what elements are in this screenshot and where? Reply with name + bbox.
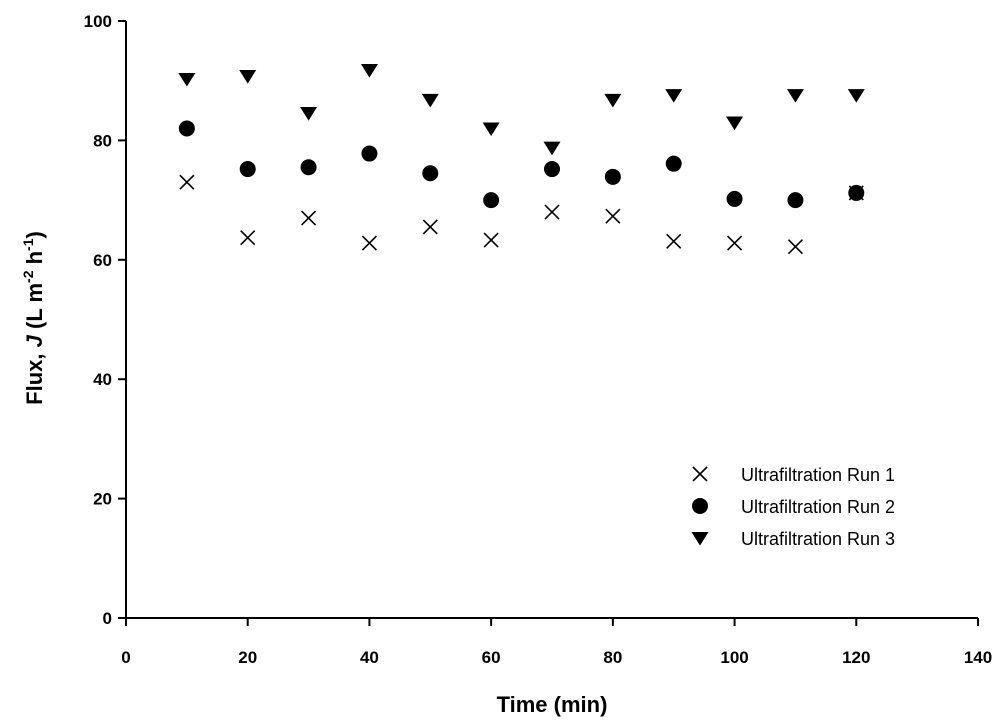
series-1: [179, 174, 864, 255]
y-tick-label: 0: [103, 609, 112, 628]
data-point: [847, 89, 865, 103]
data-point: [665, 89, 683, 103]
data-point: [727, 235, 743, 251]
data-point: [361, 235, 377, 251]
y-axis-title-prefix: Flux,: [22, 347, 47, 404]
marker-stroke: [179, 174, 195, 190]
y-axis-title-exp-1: -2: [20, 270, 36, 283]
marker-stroke: [544, 204, 560, 220]
y-tick-label: 100: [84, 12, 112, 31]
x-tick-label: 60: [482, 648, 501, 667]
x-tick-label: 100: [720, 648, 748, 667]
y-axis-title-exp-2: -1: [20, 238, 36, 251]
data-point: [483, 232, 499, 248]
data-point: [301, 210, 317, 226]
marker-stroke: [666, 233, 682, 249]
x-tick-label: 40: [360, 648, 379, 667]
x-tick-label: 0: [121, 648, 130, 667]
data-point: [300, 106, 318, 121]
series-3: [178, 64, 865, 156]
y-tick-label: 80: [93, 131, 112, 150]
tick-labels: 0 20 40 60 80 100 0 20 40 60 80 100 120 140: [84, 12, 993, 667]
data-point: [665, 155, 682, 172]
data-point: [178, 72, 196, 87]
x-axis-title: Time (min): [497, 692, 608, 717]
legend-entry-2: Ultrafiltration Run 2: [692, 497, 895, 517]
data-point: [239, 69, 257, 84]
data-point: [787, 192, 804, 209]
data-point: [604, 93, 622, 108]
legend-marker: [692, 466, 708, 482]
data-point: [239, 161, 256, 178]
marker-stroke: [422, 219, 438, 235]
data-point: [482, 122, 500, 137]
data-point: [604, 168, 621, 185]
y-tick-label: 20: [93, 490, 112, 509]
marker-stroke: [361, 235, 377, 251]
y-axis-title: Flux, J (L m-2 h-1): [20, 231, 47, 405]
legend-marker: [691, 532, 709, 546]
legend-marker: [692, 498, 708, 514]
data-point: [787, 239, 803, 255]
x-tick-label: 120: [842, 648, 870, 667]
legend-entry-3: Ultrafiltration Run 3: [691, 529, 895, 549]
data-point: [726, 190, 743, 207]
data-point: [666, 233, 682, 249]
y-axis-title-symbol: J: [22, 334, 47, 347]
marker-stroke: [240, 230, 256, 246]
legend-entry-1: Ultrafiltration Run 1: [692, 465, 895, 485]
x-tick-label: 20: [238, 648, 257, 667]
data-point: [178, 120, 195, 137]
data-point: [421, 93, 439, 108]
marker-stroke: [301, 210, 317, 226]
data-point: [726, 116, 744, 131]
data-point: [422, 219, 438, 235]
y-axis-title-units-open: (L m: [22, 283, 47, 335]
data-point: [544, 161, 560, 178]
legend: Ultrafiltration Run 1 Ultrafiltration Run…: [691, 465, 895, 549]
data-point: [544, 204, 560, 220]
y-tick-label: 60: [93, 251, 112, 270]
y-axis-title-units-mid: h: [22, 251, 47, 271]
data-point: [360, 64, 378, 78]
legend-label: Ultrafiltration Run 1: [741, 465, 895, 485]
data-point: [786, 89, 804, 103]
data-point: [848, 184, 865, 201]
data-point: [361, 145, 378, 162]
legend-label: Ultrafiltration Run 3: [741, 529, 895, 549]
x-tick-label: 80: [603, 648, 622, 667]
marker-stroke: [605, 208, 621, 224]
legend-label: Ultrafiltration Run 2: [741, 497, 895, 517]
y-tick-label: 40: [93, 370, 112, 389]
marker-stroke: [692, 466, 708, 482]
data-points: [178, 64, 865, 255]
marker-stroke: [483, 232, 499, 248]
y-axis-title-units-close: ): [22, 231, 47, 238]
data-point: [300, 159, 317, 176]
data-point: [422, 165, 439, 182]
marker-stroke: [787, 239, 803, 255]
data-point: [483, 192, 500, 209]
axes: [118, 20, 979, 626]
data-point: [179, 174, 195, 190]
data-point: [543, 141, 561, 156]
data-point: [240, 230, 256, 246]
x-tick-label: 140: [964, 648, 992, 667]
data-point: [605, 208, 621, 224]
series-2: [178, 120, 865, 209]
marker-stroke: [727, 235, 743, 251]
